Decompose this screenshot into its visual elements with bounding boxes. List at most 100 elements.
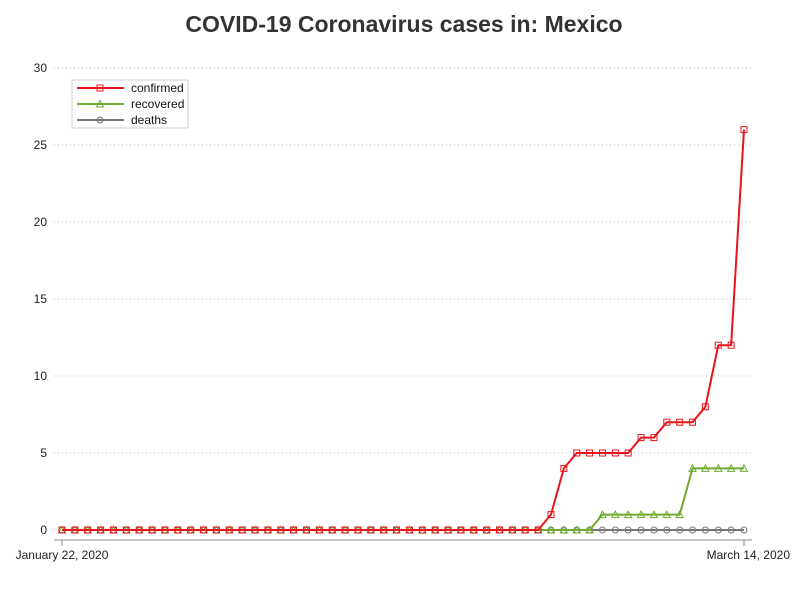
data-point (598, 526, 606, 534)
legend-item: recovered (77, 97, 184, 111)
y-tick-label: 10 (34, 369, 48, 383)
y-tick-label: 20 (34, 215, 48, 229)
data-point (624, 449, 632, 457)
data-point (96, 116, 104, 124)
data-point (675, 510, 684, 519)
data-point (688, 463, 697, 472)
data-point (637, 526, 645, 534)
series-line (62, 467, 744, 531)
data-point (367, 526, 375, 534)
data-point (97, 526, 105, 534)
data-point (689, 418, 697, 426)
x-tick-label: January 22, 2020 (16, 548, 109, 562)
data-point (174, 526, 182, 534)
data-point (444, 526, 452, 534)
data-point (611, 526, 619, 534)
series-confirmed (58, 126, 748, 534)
data-point (714, 341, 722, 349)
data-point (611, 449, 619, 457)
legend-item: confirmed (77, 81, 184, 95)
legend-label: deaths (131, 113, 167, 127)
data-point (598, 449, 606, 457)
data-point (662, 510, 672, 519)
data-point (572, 525, 582, 534)
data-point (610, 510, 620, 519)
data-point (135, 526, 143, 534)
data-point (624, 526, 632, 534)
data-point (650, 526, 658, 534)
data-point (148, 526, 156, 534)
y-axis: 0 5 10 15 20 25 30 (34, 61, 48, 537)
data-point (483, 526, 491, 534)
data-point (598, 510, 607, 519)
x-tick-label: March 14, 2020 (707, 548, 791, 562)
data-point (470, 526, 478, 534)
data-point (727, 526, 735, 534)
y-tick-label: 0 (40, 523, 47, 537)
data-point (701, 463, 710, 472)
data-point (405, 526, 413, 534)
data-point (534, 526, 542, 534)
data-point (701, 403, 709, 411)
data-point (200, 526, 208, 534)
data-point (740, 126, 748, 134)
data-point (727, 341, 735, 349)
data-point (187, 526, 195, 534)
data-point (649, 510, 659, 519)
series-line (62, 129, 745, 531)
y-tick-label: 15 (34, 292, 48, 306)
data-point (496, 526, 504, 534)
data-point (573, 449, 581, 457)
x-tick-labels: January 22, 2020 March 14, 2020 (16, 548, 791, 562)
data-point (302, 526, 310, 534)
series-recovered (57, 463, 749, 534)
data-point (739, 463, 749, 472)
data-point (701, 526, 709, 534)
data-point (109, 526, 117, 534)
data-point (431, 526, 439, 534)
data-point (560, 464, 568, 472)
data-point (290, 526, 298, 534)
data-point (636, 510, 646, 519)
data-point (546, 525, 556, 534)
data-point (713, 463, 723, 472)
gridlines (54, 67, 752, 531)
chart-title: COVID-19 Coronavirus cases in: Mexico (185, 11, 622, 37)
data-point (96, 84, 104, 92)
y-tick-label: 25 (34, 138, 48, 152)
legend-item: deaths (77, 113, 167, 127)
data-point (521, 526, 529, 534)
data-point (354, 526, 362, 534)
data-point (623, 510, 633, 519)
data-point (161, 526, 169, 534)
data-point (251, 526, 259, 534)
data-point (277, 526, 285, 534)
data-point (689, 526, 697, 534)
data-point (457, 526, 465, 534)
y-tick-label: 30 (34, 61, 48, 75)
data-point (58, 526, 66, 534)
data-point (676, 526, 684, 534)
data-point (663, 418, 671, 426)
data-point (585, 525, 594, 534)
data-point (95, 99, 105, 108)
data-point (212, 526, 220, 534)
data-point (341, 526, 349, 534)
y-tick-label: 5 (40, 446, 47, 460)
data-point (663, 526, 671, 534)
data-point (84, 526, 92, 534)
data-point (328, 526, 336, 534)
data-point (393, 526, 401, 534)
data-point (71, 526, 79, 534)
data-point (264, 526, 272, 534)
x-axis (54, 539, 752, 546)
legend-label: confirmed (131, 81, 184, 95)
series-layer (57, 126, 749, 534)
data-point (740, 526, 748, 534)
data-point (225, 526, 233, 534)
data-point (315, 526, 323, 534)
data-point (714, 526, 722, 534)
data-point (637, 434, 645, 442)
data-point (547, 511, 555, 519)
